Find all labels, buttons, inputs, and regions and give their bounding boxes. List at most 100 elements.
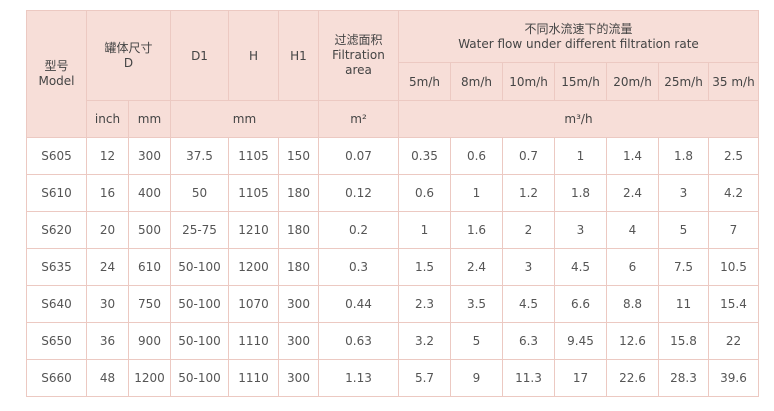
rate-header: 25m/h [658,62,709,101]
h-header: H [228,10,279,101]
header-text: D [123,55,134,70]
unit: m³/h [398,100,759,138]
cell: 48 [86,359,129,397]
cell: S620 [26,211,87,249]
table-body: S605 12 300 37.5 1105 150 0.07 0.35 0.6 0.7 1 1.4 1.… [26,137,759,397]
cell: 300 [128,137,171,175]
cell: 1210 [228,211,279,249]
cell: S605 [26,137,87,175]
header-text: 罐体尺寸 [104,40,153,55]
cell: 1.8 [658,137,709,175]
cell: 900 [128,322,171,360]
cell: 1110 [228,322,279,360]
cell: 1.8 [554,174,607,212]
cell: 2.5 [708,137,759,175]
cell: 180 [278,174,319,212]
cell: S635 [26,248,87,286]
d1-header: D1 [170,10,229,101]
cell: 50-100 [170,285,229,323]
cell: 0.12 [318,174,399,212]
cell: 50-100 [170,359,229,397]
table-row: S650 36 900 50-100 1110 300 0.63 3.2 5 6.3 9.45 12.… [26,322,759,360]
tank-header: 罐体尺寸 D [86,10,171,101]
area-header: 过滤面积 Filtration area [318,10,399,101]
cell: 3.2 [398,322,451,360]
cell: 300 [278,322,319,360]
header-text: Filtration [332,48,385,62]
cell: 6 [606,248,659,286]
unit: m² [318,100,399,138]
cell: 6.6 [554,285,607,323]
model-header: 型号 Model [26,10,87,138]
cell: 0.6 [450,137,503,175]
cell: 3 [502,248,555,286]
cell: 50-100 [170,322,229,360]
cell: 7.5 [658,248,709,286]
cell: 15.8 [658,322,709,360]
cell: 2.3 [398,285,451,323]
cell: 5 [658,211,709,249]
cell: 5 [450,322,503,360]
table-row: S610 16 400 50 1105 180 0.12 0.6 1 1.2 1.8 2.4 3 4.2 [26,174,759,212]
cell: 1070 [228,285,279,323]
cell: 0.3 [318,248,399,286]
cell: 9.45 [554,322,607,360]
cell: 1105 [228,174,279,212]
table-row: S640 30 750 50-100 1070 300 0.44 2.3 3.5 4.5 6.6 8.… [26,285,759,323]
cell: 50 [170,174,229,212]
cell: 1110 [228,359,279,397]
header-row: 型号 Model 罐体尺寸 D D1 H H1 过滤面积 Filtration area… [26,10,759,138]
cell: 24 [86,248,129,286]
h1-header: H1 [278,10,319,101]
cell: 4.5 [502,285,555,323]
cell: 28.3 [658,359,709,397]
cell: 400 [128,174,171,212]
rate-header: 20m/h [606,62,659,101]
unit: mm [128,100,171,138]
cell: 1 [450,174,503,212]
table-row: S635 24 610 50-100 1200 180 0.3 1.5 2.4 3 4.5 6 7.5 1… [26,248,759,286]
cell: 17 [554,359,607,397]
cell: 1105 [228,137,279,175]
cell: 12.6 [606,322,659,360]
cell: 750 [128,285,171,323]
table-row: S605 12 300 37.5 1105 150 0.07 0.35 0.6 0.7 1 1.4 1.… [26,137,759,175]
cell: 0.63 [318,322,399,360]
cell: 500 [128,211,171,249]
cell: 11 [658,285,709,323]
cell: 1.5 [398,248,451,286]
rate-header: 10m/h [502,62,555,101]
cell: 1.6 [450,211,503,249]
rate-header: 15m/h [554,62,607,101]
cell: 22.6 [606,359,659,397]
cell: 4 [606,211,659,249]
cell: S660 [26,359,87,397]
cell: 25-75 [170,211,229,249]
cell: 1200 [228,248,279,286]
flow-header: 不同水流速下的流量 Water flow under different filt… [398,10,759,63]
header-text: 型号 [44,59,69,73]
cell: S640 [26,285,87,323]
cell: 180 [278,248,319,286]
unit: mm [170,100,319,138]
spec-table: 型号 Model 罐体尺寸 D D1 H H1 过滤面积 Filtration area… [26,10,759,397]
cell: 3 [658,174,709,212]
cell: 39.6 [708,359,759,397]
cell: 2.4 [450,248,503,286]
cell: 300 [278,359,319,397]
cell: 9 [450,359,503,397]
cell: 0.2 [318,211,399,249]
cell: 4.5 [554,248,607,286]
cell: 6.3 [502,322,555,360]
cell: 36 [86,322,129,360]
cell: 11.3 [502,359,555,397]
units-row: inch mm mm m² m³/h [27,100,759,138]
cell: 15.4 [708,285,759,323]
header-text: Model [38,74,75,88]
cell: S650 [26,322,87,360]
rate-header: 5m/h [398,62,451,101]
cell: 0.35 [398,137,451,175]
cell: 150 [278,137,319,175]
cell: 0.44 [318,285,399,323]
rate-header: 35 m/h [708,62,759,101]
